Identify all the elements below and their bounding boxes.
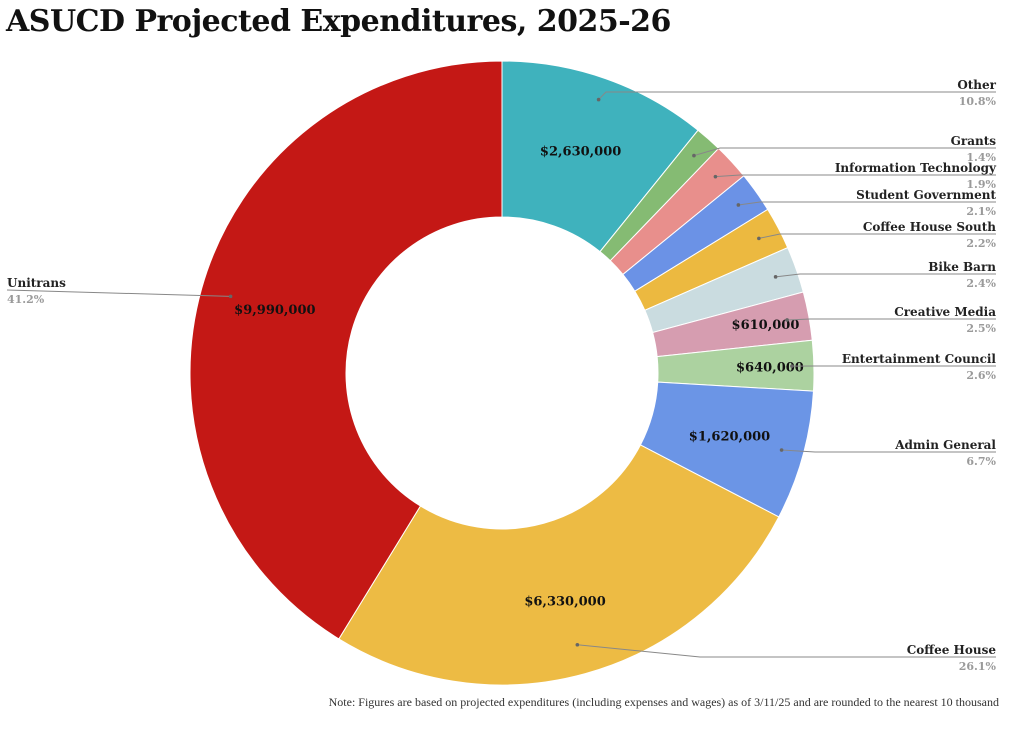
legend-name-admin-general: Admin General (894, 438, 996, 452)
legend-percent-coffee-house: 26.1% (959, 660, 997, 673)
footnote: Note: Figures are based on projected exp… (328, 695, 999, 709)
legend-name-student-government: Student Government (856, 188, 996, 202)
leader-line-grants (693, 147, 996, 157)
leader-line-admin-general (781, 449, 996, 453)
legend-percent-other: 10.8% (959, 95, 997, 108)
legend-name-unitrans: Unitrans (7, 276, 66, 290)
leader-dot-entertainment-council (790, 364, 794, 368)
leader-line-creative-media (787, 318, 996, 321)
leader-dot-student-government (736, 203, 741, 207)
leader-line-information-technology (715, 174, 996, 178)
legend-name-other: Other (957, 78, 996, 92)
legend-name-coffee-house: Coffee House (907, 643, 997, 657)
legend-percent-grants: 1.4% (966, 151, 996, 164)
legend-percent-information-technology: 1.9% (966, 178, 996, 191)
legend-name-information-technology: Information Technology (835, 161, 997, 175)
leader-line-unitrans (6, 289, 231, 297)
value-label-coffee-house: $6,330,000 (524, 594, 605, 609)
value-label-creative-media: $610,000 (732, 318, 800, 333)
legend-name-grants: Grants (951, 134, 997, 148)
legend-name-entertainment-council: Entertainment Council (842, 352, 997, 366)
legend-layer: Other 10.8% Grants 1.4%Information Technolo… (7, 78, 997, 673)
legend-percent-creative-media: 2.5% (966, 322, 996, 335)
leader-dot-information-technology (713, 174, 718, 179)
leader-line-coffee-house (577, 644, 996, 658)
legend-name-bike-barn: Bike Barn (928, 260, 996, 274)
legend-percent-entertainment-council: 2.6% (966, 369, 996, 382)
slice-unitrans (189, 60, 503, 640)
legend-name-coffee-house-south: Coffee House South (863, 220, 996, 234)
leader-line-student-government (738, 201, 996, 206)
legend-percent-admin-general: 6.7% (966, 455, 996, 468)
legend-percent-unitrans: 41.2% (7, 293, 45, 306)
legend-percent-student-government: 2.1% (966, 205, 996, 218)
leader-dot-other (596, 97, 601, 102)
leader-dot-creative-media (785, 318, 789, 322)
leader-line-other (598, 91, 996, 100)
legend-percent-bike-barn: 2.4% (966, 277, 996, 290)
leader-dot-unitrans (228, 294, 233, 299)
chart-title: ASUCD Projected Expenditures, 2025-26 (6, 4, 671, 39)
leader-dot-coffee-house (575, 642, 580, 647)
slice-coffee-house (338, 444, 780, 686)
value-label-other: $2,630,000 (540, 144, 621, 159)
leader-dot-grants (692, 153, 696, 158)
legend-name-creative-media: Creative Media (894, 305, 996, 319)
legend-percent-coffee-house-south: 2.2% (966, 237, 996, 250)
leader-line-coffee-house-south (758, 233, 996, 239)
value-label-unitrans: $9,990,000 (234, 303, 315, 318)
leader-dot-bike-barn (773, 275, 778, 279)
value-label-entertainment-council: $640,000 (736, 361, 804, 376)
leader-line-bike-barn (775, 273, 996, 278)
value-label-admin-general: $1,620,000 (689, 430, 770, 445)
slices-layer (189, 60, 815, 686)
value-labels-layer: $2,630,000 $610,000 $640,000 $1,620,000 $6,3… (234, 144, 804, 609)
leaders-layer (6, 91, 996, 658)
leader-dot-coffee-house-south (757, 236, 761, 241)
leader-dot-admin-general (779, 448, 784, 452)
